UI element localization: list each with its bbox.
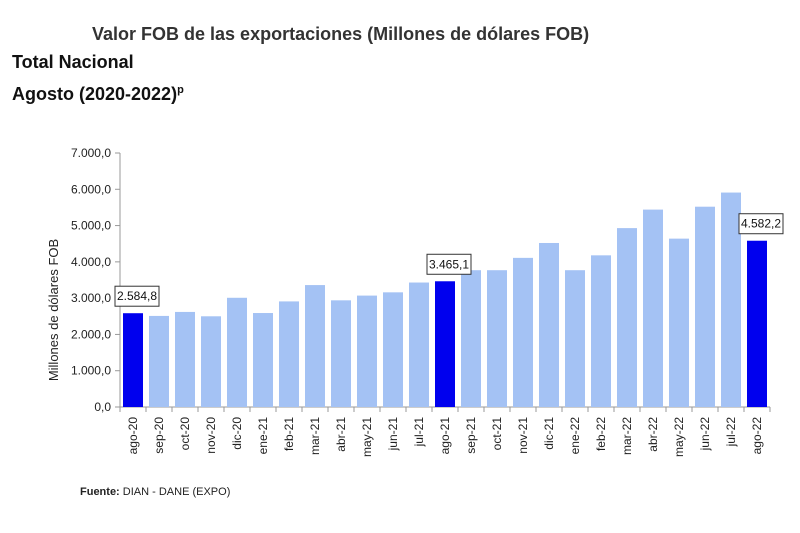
bar-oct-21 xyxy=(487,270,507,407)
bar-jun-21 xyxy=(383,292,403,407)
x-tick-label: may-21 xyxy=(360,417,374,457)
x-tick-label: nov-21 xyxy=(516,417,530,454)
bar-ene-22 xyxy=(565,270,585,407)
bar-jul-21 xyxy=(409,282,429,407)
y-axis-title: Millones de dólares FOB xyxy=(46,239,61,381)
bar-ene-21 xyxy=(253,313,273,407)
period-text: Agosto (2020-2022) xyxy=(12,84,178,104)
y-tick-label: 2.000,0 xyxy=(71,327,111,341)
data-label-box xyxy=(426,253,472,275)
x-tick-label: dic-21 xyxy=(542,417,556,450)
source-note: Fuente: DIAN - DANE (EXPO) xyxy=(80,486,230,498)
bar-dic-21 xyxy=(539,242,559,407)
chart-subtitle-period: Agosto (2020-2022)p xyxy=(12,84,184,105)
bar-may-22 xyxy=(669,238,689,407)
x-tick-label: jul-21 xyxy=(412,417,426,448)
bar-mar-21 xyxy=(305,285,325,407)
provisional-mark: p xyxy=(177,84,184,96)
x-tick-label: sep-21 xyxy=(464,417,478,454)
y-tick-label: 0,0 xyxy=(94,400,111,414)
x-tick-label: oct-21 xyxy=(490,417,504,451)
y-tick-label: 1.000,0 xyxy=(71,364,111,378)
bar-abr-21 xyxy=(331,300,351,407)
bar-jul-22 xyxy=(721,192,741,407)
source-text: DIAN - DANE (EXPO) xyxy=(122,486,231,498)
bar-nov-20 xyxy=(201,316,221,407)
y-tick-label: 6.000,0 xyxy=(71,182,111,196)
x-tick-label: sep-20 xyxy=(152,417,166,454)
data-label: 3.465,1 xyxy=(429,257,469,271)
bar-feb-21 xyxy=(279,301,299,407)
x-tick-label: ene-22 xyxy=(568,417,582,455)
y-tick-label: 7.000,0 xyxy=(71,146,111,160)
bar-abr-22 xyxy=(643,209,663,407)
bar-oct-20 xyxy=(175,311,195,407)
x-tick-label: dic-20 xyxy=(230,417,244,450)
bar-ago-20 xyxy=(123,313,143,407)
x-tick-label: jul-22 xyxy=(724,417,738,448)
bar-sep-21 xyxy=(461,270,481,407)
data-label-box xyxy=(738,213,784,235)
x-tick-label: mar-22 xyxy=(620,417,634,455)
data-label: 2.584,8 xyxy=(117,289,157,303)
bar-dic-20 xyxy=(227,297,247,407)
x-tick-label: oct-20 xyxy=(178,417,192,451)
x-tick-label: ene-21 xyxy=(256,417,270,455)
y-tick-label: 4.000,0 xyxy=(71,255,111,269)
bar-sep-20 xyxy=(149,315,169,407)
x-tick-label: mar-21 xyxy=(308,417,322,455)
x-tick-label: ago-20 xyxy=(126,417,140,455)
chart-subtitle-region: Total Nacional xyxy=(12,52,134,72)
source-label: Fuente: xyxy=(80,486,120,498)
x-tick-label: jun-21 xyxy=(386,417,400,452)
bar-nov-21 xyxy=(513,257,533,407)
x-tick-label: ago-22 xyxy=(750,417,764,455)
bar-mar-22 xyxy=(617,228,637,407)
bar-ago-21 xyxy=(435,281,455,407)
y-tick-label: 3.000,0 xyxy=(71,291,111,305)
x-tick-label: feb-21 xyxy=(282,417,296,451)
bar-jun-22 xyxy=(695,206,715,407)
x-tick-label: ago-21 xyxy=(438,417,452,455)
x-tick-label: feb-22 xyxy=(594,417,608,451)
bar-ago-22 xyxy=(747,240,767,407)
data-label-box xyxy=(114,285,160,307)
bar-may-21 xyxy=(357,295,377,407)
y-tick-label: 5.000,0 xyxy=(71,219,111,233)
x-tick-label: abr-21 xyxy=(334,417,348,452)
chart-title: Valor FOB de las exportaciones (Millones… xyxy=(92,24,590,44)
x-tick-label: abr-22 xyxy=(646,417,660,452)
bar-feb-22 xyxy=(591,255,611,407)
x-tick-label: may-22 xyxy=(672,417,686,457)
x-tick-label: nov-20 xyxy=(204,417,218,454)
data-label: 4.582,2 xyxy=(741,217,781,231)
x-tick-label: jun-22 xyxy=(698,417,712,452)
